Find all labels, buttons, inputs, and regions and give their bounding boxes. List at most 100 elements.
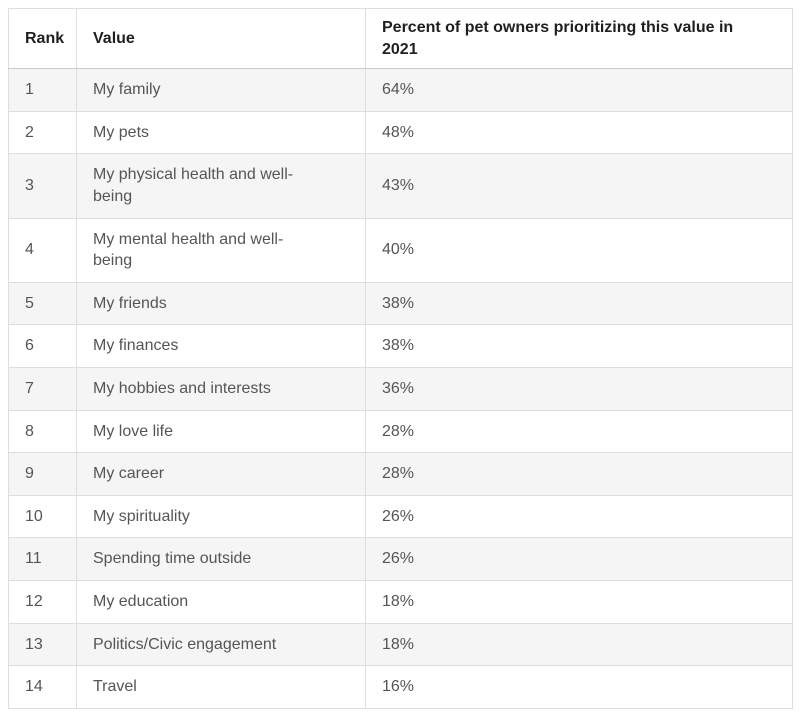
- cell-percent: 26%: [365, 494, 793, 539]
- cell-value: My spirituality: [76, 494, 366, 539]
- cell-percent-text: 36%: [382, 379, 415, 397]
- cell-rank-text: 6: [25, 337, 34, 355]
- cell-rank-text: 13: [25, 635, 43, 653]
- cell-rank-text: 4: [25, 241, 34, 259]
- cell-rank-text: 5: [25, 294, 34, 312]
- cell-value: Travel: [76, 665, 366, 709]
- col-header-percent-label: Percent of pet owners prioritizing this …: [382, 19, 734, 58]
- cell-value-text: My friends: [93, 294, 167, 312]
- cell-value: My pets: [76, 110, 366, 155]
- cell-rank: 4: [8, 217, 77, 283]
- cell-percent-text: 64%: [382, 81, 415, 99]
- table-row: 5 My friends 38%: [8, 281, 793, 326]
- cell-rank: 11: [8, 537, 77, 581]
- table-row: 13 Politics/Civic engagement 18%: [8, 622, 793, 667]
- cell-rank-text: 14: [25, 678, 43, 696]
- cell-percent: 18%: [365, 579, 793, 624]
- table-row: 10 My spirituality 26%: [8, 494, 793, 539]
- cell-rank: 8: [8, 409, 77, 454]
- table-row: 3 My physical health and well-being 43%: [8, 153, 793, 219]
- cell-percent-text: 26%: [382, 550, 415, 568]
- cell-percent-text: 16%: [382, 678, 415, 696]
- cell-rank: 5: [8, 281, 77, 326]
- cell-percent: 36%: [365, 366, 793, 411]
- cell-percent-text: 26%: [382, 507, 415, 525]
- cell-rank: 2: [8, 110, 77, 155]
- cell-percent-text: 38%: [382, 294, 415, 312]
- cell-value: My hobbies and interests: [76, 366, 366, 411]
- cell-percent: 26%: [365, 537, 793, 581]
- cell-rank-text: 12: [25, 592, 43, 610]
- table-row: 9 My career 28%: [8, 452, 793, 496]
- table-row: 7 My hobbies and interests 36%: [8, 366, 793, 411]
- pet-owner-values-table: Rank Value Percent of pet owners priorit…: [8, 7, 793, 709]
- table-row: 1 My family 64%: [8, 68, 793, 112]
- cell-value: My physical health and well-being: [76, 153, 366, 219]
- cell-value: Politics/Civic engagement: [76, 622, 366, 667]
- cell-percent: 40%: [365, 217, 793, 283]
- cell-value: My education: [76, 579, 366, 624]
- cell-percent-text: 18%: [382, 592, 415, 610]
- cell-value: My mental health and well-being: [76, 217, 366, 283]
- table-row: 14 Travel 16%: [8, 665, 793, 709]
- cell-rank-text: 1: [25, 81, 34, 99]
- cell-percent-text: 28%: [382, 465, 415, 483]
- cell-percent: 38%: [365, 281, 793, 326]
- table-row: 6 My finances 38%: [8, 324, 793, 368]
- cell-rank-text: 9: [25, 465, 34, 483]
- cell-percent-text: 43%: [382, 177, 415, 195]
- cell-rank-text: 11: [25, 550, 42, 568]
- cell-rank: 1: [8, 68, 77, 112]
- table-row: 4 My mental health and well-being 40%: [8, 217, 793, 283]
- col-header-value-label: Value: [93, 29, 135, 47]
- cell-value: My career: [76, 452, 366, 496]
- cell-percent-text: 40%: [382, 241, 415, 259]
- col-header-rank: Rank: [8, 7, 77, 70]
- cell-percent-text: 28%: [382, 422, 415, 440]
- cell-percent: 16%: [365, 665, 793, 709]
- cell-value: My friends: [76, 281, 366, 326]
- cell-value-text: Travel: [93, 678, 137, 696]
- cell-value-text: My finances: [93, 337, 179, 355]
- cell-rank-text: 8: [25, 422, 34, 440]
- cell-value-text: My love life: [93, 422, 174, 440]
- header-row: Rank Value Percent of pet owners priorit…: [8, 7, 793, 70]
- cell-percent: 28%: [365, 452, 793, 496]
- cell-percent: 48%: [365, 110, 793, 155]
- cell-value-text: My spirituality: [93, 507, 190, 525]
- cell-rank-text: 3: [25, 177, 34, 195]
- cell-rank-text: 7: [25, 379, 34, 397]
- cell-percent-text: 18%: [382, 635, 415, 653]
- cell-value-text: My education: [93, 592, 189, 610]
- cell-percent: 18%: [365, 622, 793, 667]
- cell-rank: 14: [8, 665, 77, 709]
- table-row: 2 My pets 48%: [8, 110, 793, 155]
- cell-percent: 38%: [365, 324, 793, 368]
- col-header-rank-label: Rank: [25, 29, 65, 47]
- cell-value: My finances: [76, 324, 366, 368]
- cell-rank: 3: [8, 153, 77, 219]
- cell-percent: 43%: [365, 153, 793, 219]
- cell-value-text: Politics/Civic engagement: [93, 635, 277, 653]
- table-row: 12 My education 18%: [8, 579, 793, 624]
- col-header-value: Value: [76, 7, 366, 70]
- cell-value-text: Spending time outside: [93, 550, 252, 568]
- cell-value-text: My career: [93, 465, 165, 483]
- cell-rank: 9: [8, 452, 77, 496]
- cell-rank: 6: [8, 324, 77, 368]
- table-row: 8 My love life 28%: [8, 409, 793, 454]
- cell-value: My love life: [76, 409, 366, 454]
- table-body: 1 My family 64% 2 My pets 48% 3 My physical hea…: [8, 68, 793, 709]
- cell-value-text: My physical health and well-being: [93, 166, 294, 205]
- cell-rank: 7: [8, 366, 77, 411]
- cell-value: My family: [76, 68, 366, 112]
- cell-rank-text: 2: [25, 123, 34, 141]
- cell-value-text: My family: [93, 81, 161, 99]
- cell-percent: 28%: [365, 409, 793, 454]
- cell-value-text: My mental health and well-being: [93, 230, 284, 270]
- table-header: Rank Value Percent of pet owners priorit…: [8, 7, 793, 70]
- cell-percent: 64%: [365, 68, 793, 112]
- cell-value: Spending time outside: [76, 537, 366, 581]
- cell-rank: 13: [8, 622, 77, 667]
